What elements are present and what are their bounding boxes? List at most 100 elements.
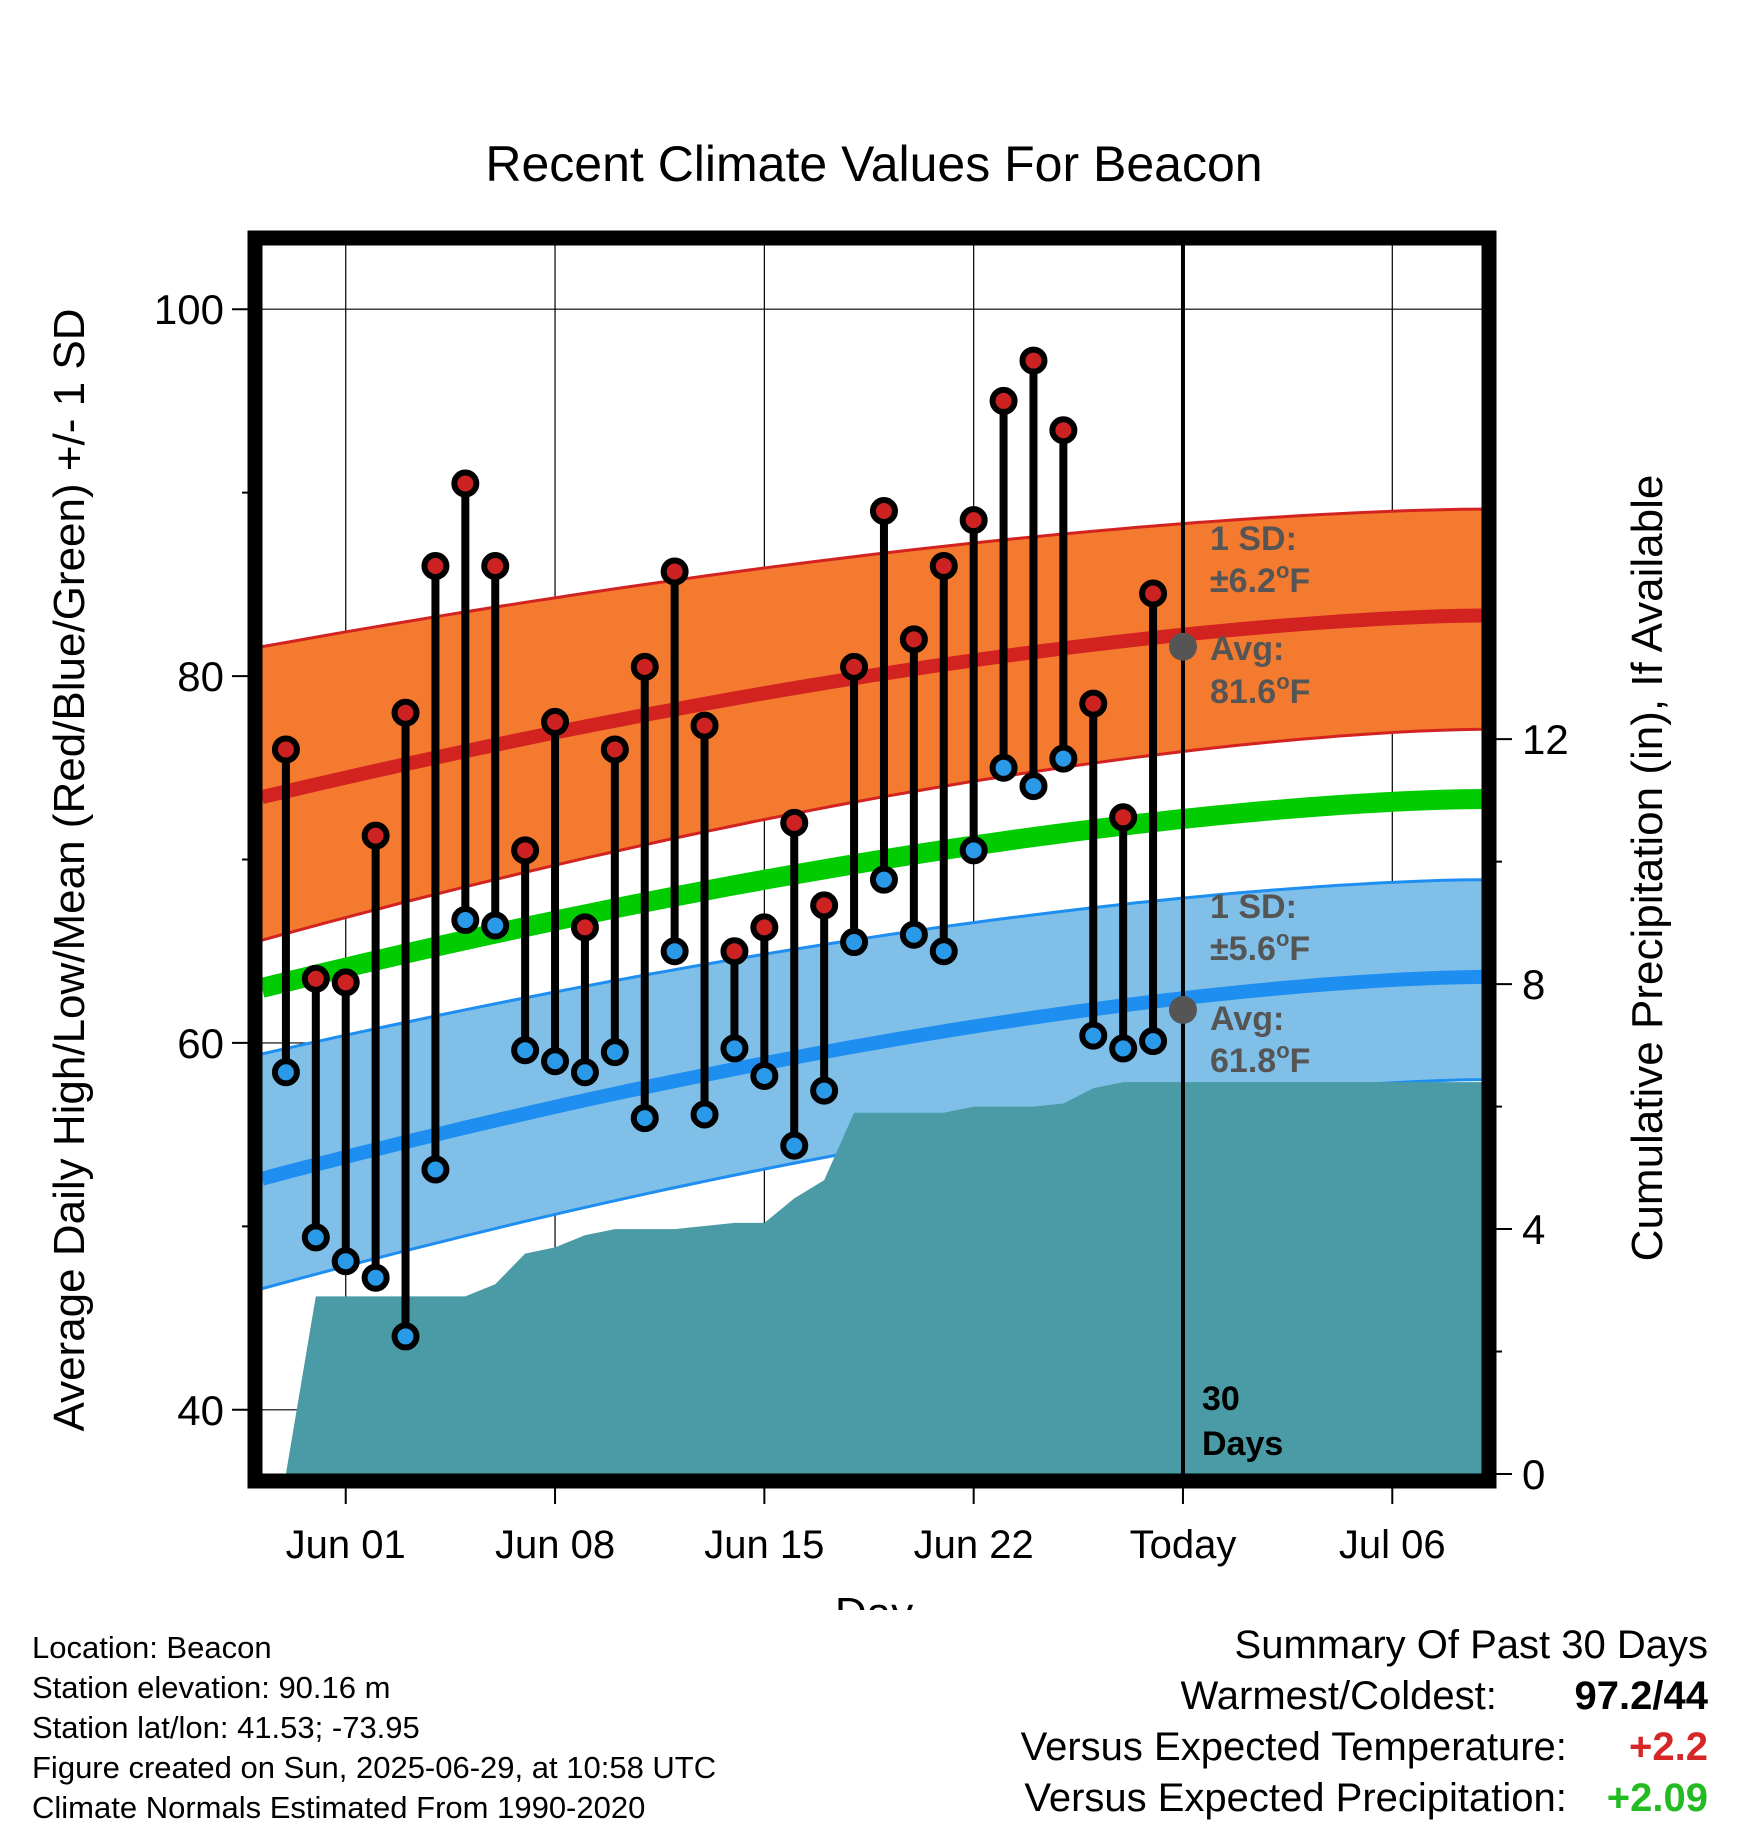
y-left-tick-label: 60 (177, 1020, 224, 1067)
temp-vs-expected-label: Versus Expected Temperature: (1020, 1725, 1567, 1769)
daily-high-point (511, 836, 540, 865)
low-sd-upper-edge (262, 878, 1482, 1056)
daily-low-point (391, 1322, 420, 1351)
daily-high-point (391, 698, 420, 727)
y-right-tick-label: 4 (1522, 1206, 1545, 1253)
daily-high-point (271, 735, 300, 764)
daily-low-point (331, 1247, 360, 1276)
warmest-coldest-label: Warmest/Coldest: (1180, 1674, 1497, 1718)
daily-high-point (630, 652, 659, 681)
daily-low-point (1049, 744, 1078, 773)
y-right-tick-label: 12 (1522, 716, 1569, 763)
daily-high-point (690, 711, 719, 740)
y-right-tick-label: 8 (1522, 961, 1545, 1008)
daily-low-point (511, 1036, 540, 1065)
daily-low-point (301, 1223, 330, 1252)
daily-high-point (541, 707, 570, 736)
warmest-coldest-value: 97.2/44 (1574, 1674, 1708, 1718)
daily-high-point (1049, 416, 1078, 445)
daily-low-point (361, 1263, 390, 1292)
daily-high-point (1019, 346, 1048, 375)
elevation-text: Station elevation: 90.16 m (32, 1670, 391, 1705)
daily-low-point (840, 928, 869, 957)
warmest-coldest-row: Warmest/Coldest: 97.2/44 (1021, 1671, 1709, 1722)
daily-low-point (541, 1047, 570, 1076)
daily-high-point (660, 557, 689, 586)
temp-vs-expected-value: +2.2 (1629, 1725, 1708, 1769)
daily-high-point (481, 552, 510, 581)
daily-low-point (1019, 772, 1048, 801)
precip-vs-expected-value: +2.09 (1606, 1776, 1708, 1820)
daily-low-point (600, 1038, 629, 1067)
x-tick-label: Jun 08 (495, 1523, 615, 1567)
daily-high-point (810, 891, 839, 920)
daily-low-point (271, 1058, 300, 1087)
precip-vs-expected-label: Versus Expected Precipitation: (1024, 1776, 1567, 1820)
daily-low-point (989, 753, 1018, 782)
low-avg-value: 61.8oF (1210, 1038, 1310, 1080)
daily-low-point (959, 836, 988, 865)
daily-bars (271, 346, 1168, 1351)
normals-text: Climate Normals Estimated From 1990-2020 (32, 1790, 646, 1825)
daily-low-point (481, 911, 510, 940)
daily-low-point (780, 1131, 809, 1160)
daily-low-point (720, 1034, 749, 1063)
daily-high-point (421, 552, 450, 581)
daily-low-point (1139, 1027, 1168, 1056)
x-tick-label: Jun 01 (286, 1523, 406, 1567)
daily-high-point (361, 821, 390, 850)
y-axis-right-label: Cumulative Precipitation (in), If Availa… (1623, 475, 1672, 1262)
latlon-text: Station lat/lon: 41.53; -73.95 (32, 1710, 420, 1745)
daily-high-point (899, 625, 928, 654)
y-left-tick-label: 80 (177, 653, 224, 700)
normal-low-line (262, 969, 1482, 1186)
summary-heading: Summary Of Past 30 Days (1234, 1623, 1708, 1667)
temp-vs-expected-row: Versus Expected Temperature: +2.2 (1021, 1722, 1708, 1773)
daily-low-point (421, 1155, 450, 1184)
daily-high-point (331, 968, 360, 997)
y-left-tick-label: 100 (154, 286, 224, 333)
y-right-tick-label: 0 (1522, 1451, 1545, 1498)
daily-low-point (869, 865, 898, 894)
daily-high-point (929, 552, 958, 581)
daily-low-point (929, 937, 958, 966)
daily-low-point (750, 1061, 779, 1090)
days-unit-label: Days (1202, 1425, 1283, 1463)
low-avg-marker (1168, 995, 1197, 1024)
low-avg-label: Avg: (1210, 1000, 1284, 1038)
daily-high-point (570, 913, 599, 942)
low-sd-band (262, 879, 1482, 1289)
climate-chart: Recent Climate Values For Beacon 4060801… (45, 136, 1672, 1610)
precip-vs-expected-row: Versus Expected Precipitation: +2.09 (1021, 1773, 1708, 1824)
daily-high-point (301, 964, 330, 993)
daily-high-point (600, 735, 629, 764)
daily-low-point (690, 1100, 719, 1129)
daily-high-point (451, 469, 480, 498)
station-info: Location: Beacon Station elevation: 90.1… (32, 1628, 716, 1828)
plot-area (262, 507, 1482, 1474)
y-axis-left-label: Average Daily High/Low/Mean (Red/Blue/Gr… (45, 309, 94, 1432)
x-tick-label: Jun 15 (704, 1523, 824, 1567)
daily-low-point (630, 1104, 659, 1133)
daily-high-point (840, 652, 869, 681)
daily-low-point (1079, 1021, 1108, 1050)
daily-high-point (780, 808, 809, 837)
x-tick-label: Jun 22 (914, 1523, 1034, 1567)
daily-low-point (570, 1058, 599, 1087)
y-left-tick-label: 40 (177, 1387, 224, 1434)
location-text: Location: Beacon (32, 1630, 272, 1665)
daily-high-point (1079, 689, 1108, 718)
chart-title: Recent Climate Values For Beacon (485, 136, 1262, 192)
normal-mean-line (262, 789, 1482, 998)
high-avg-marker (1168, 632, 1197, 661)
daily-high-point (750, 913, 779, 942)
high-annotations: 1 SD: ±6.2oF Avg: 81.6oF (1210, 520, 1310, 711)
daily-low-point (899, 920, 928, 949)
high-sd-band (262, 509, 1482, 941)
daily-high-point (720, 937, 749, 966)
high-avg-label: Avg: (1210, 630, 1284, 668)
x-tick-label: Jul 06 (1339, 1523, 1446, 1567)
daily-low-point (660, 937, 689, 966)
daily-low-point (1109, 1034, 1138, 1063)
